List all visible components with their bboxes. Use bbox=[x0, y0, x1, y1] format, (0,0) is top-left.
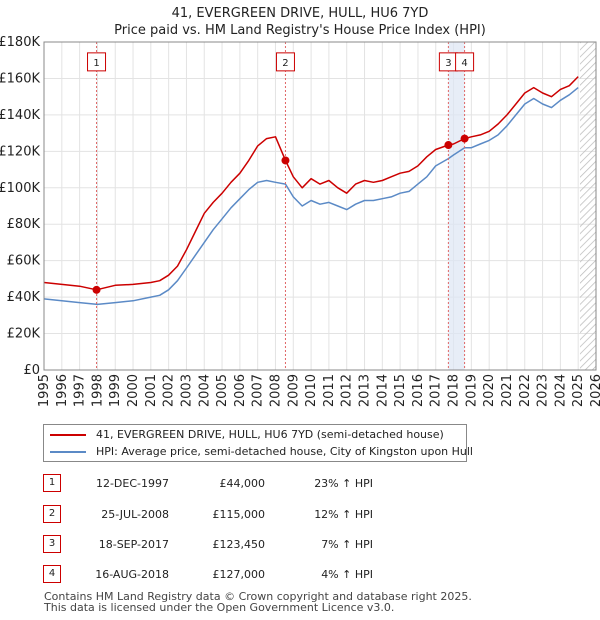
transaction-hpi: 12% ↑ HPI bbox=[314, 508, 373, 521]
y-tick-label: £80K bbox=[7, 217, 41, 232]
transaction-price: £115,000 bbox=[212, 508, 266, 521]
x-tick-label: 2012 bbox=[340, 374, 355, 407]
legend-swatch-property bbox=[50, 434, 86, 436]
y-tick-label: £180K bbox=[0, 35, 40, 50]
x-tick-label: 2013 bbox=[358, 374, 373, 407]
sale-marker-badge bbox=[87, 52, 107, 72]
sale-marker-label: 4 bbox=[461, 58, 467, 69]
x-tick-label: 2000 bbox=[126, 374, 141, 407]
transaction-badge: 4 bbox=[43, 565, 61, 583]
x-tick-label: 2006 bbox=[233, 374, 248, 407]
x-tick-label: 2007 bbox=[251, 374, 266, 407]
x-tick-label: 2003 bbox=[179, 374, 194, 407]
forecast-hatch-region bbox=[579, 42, 596, 370]
x-tick-label: 2015 bbox=[393, 374, 408, 407]
plot-area bbox=[44, 42, 596, 370]
legend-swatch-hpi bbox=[50, 451, 86, 453]
property-price-line bbox=[43, 76, 579, 291]
transaction-date: 16-AUG-2018 bbox=[95, 568, 169, 581]
x-tick-label: 2018 bbox=[447, 374, 462, 407]
price-chart: 41, EVERGREEN DRIVE, HULL, HU6 7YD Price… bbox=[0, 6, 600, 407]
x-tick-label: 2008 bbox=[268, 374, 283, 407]
footer-copyright: Contains HM Land Registry data © Crown c… bbox=[44, 590, 472, 603]
x-tick-label: 2021 bbox=[500, 374, 515, 407]
series-layer bbox=[43, 76, 579, 306]
x-tick-label: 2016 bbox=[411, 374, 426, 407]
x-tick-label: 2001 bbox=[144, 374, 159, 407]
hpi-line bbox=[43, 87, 579, 306]
sale-marker-badge bbox=[275, 52, 295, 72]
y-tick-label: £160K bbox=[0, 71, 40, 86]
shade-layer bbox=[448, 42, 596, 370]
x-tick-label: 2014 bbox=[375, 374, 390, 407]
footer-licence: This data is licensed under the Open Gov… bbox=[44, 601, 395, 614]
sale-marker-label: 3 bbox=[445, 58, 451, 69]
sale-period-shade bbox=[448, 42, 465, 370]
sale-marker-label: 1 bbox=[93, 58, 99, 69]
legend: 41, EVERGREEN DRIVE, HULL, HU6 7YD (semi… bbox=[43, 424, 473, 462]
sale-marker-dot bbox=[444, 141, 453, 150]
transaction-price: £127,000 bbox=[212, 568, 266, 581]
transaction-price: £123,450 bbox=[212, 538, 266, 551]
x-tick-label: 2022 bbox=[518, 374, 533, 407]
x-tick-label: 2017 bbox=[429, 374, 444, 407]
x-tick-label: 2011 bbox=[322, 374, 337, 407]
transaction-hpi: 4% ↑ HPI bbox=[321, 568, 373, 581]
y-tick-label: £20K bbox=[7, 327, 41, 342]
sale-marker-dot bbox=[281, 156, 290, 165]
sale-marker-dot bbox=[92, 285, 101, 294]
x-tick-label: 1998 bbox=[90, 374, 105, 407]
tick-layer: £0 £20K £40K £60K £80K £100K £120K £140K £160K £1… bbox=[0, 35, 600, 407]
x-tick-label: 1996 bbox=[55, 374, 70, 407]
grid-layer bbox=[43, 41, 597, 371]
y-tick-label: £120K bbox=[0, 144, 40, 159]
plot-frame bbox=[43, 41, 597, 371]
x-tick-label: 2004 bbox=[197, 374, 212, 407]
transaction-date: 12-DEC-1997 bbox=[95, 477, 169, 490]
x-tick-label: 2023 bbox=[536, 374, 551, 407]
x-tick-label: 2005 bbox=[215, 374, 230, 407]
x-tick-label: 2020 bbox=[482, 374, 497, 407]
x-tick-label: 2026 bbox=[589, 374, 600, 407]
y-tick-label: £100K bbox=[0, 181, 40, 196]
y-tick-label: £60K bbox=[7, 254, 41, 269]
transaction-badge: 3 bbox=[43, 535, 61, 553]
legend-label-property: 41, EVERGREEN DRIVE, HULL, HU6 7YD (semi… bbox=[96, 428, 444, 441]
transaction-hpi: 23% ↑ HPI bbox=[314, 477, 373, 490]
chart-subtitle: Price paid vs. HM Land Registry's House … bbox=[114, 23, 486, 38]
x-tick-label: 2025 bbox=[571, 374, 586, 407]
y-tick-label: £140K bbox=[0, 108, 40, 123]
y-tick-label: £0 bbox=[23, 363, 40, 378]
y-tick-label: £40K bbox=[7, 290, 41, 305]
transaction-date: 18-SEP-2017 bbox=[98, 538, 169, 551]
sale-marker-dot bbox=[460, 134, 469, 143]
x-tick-label: 2009 bbox=[286, 374, 301, 407]
transaction-badge: 2 bbox=[43, 505, 61, 523]
x-tick-label: 1995 bbox=[37, 374, 52, 407]
x-tick-label: 2002 bbox=[162, 374, 177, 407]
transaction-hpi: 7% ↑ HPI bbox=[321, 538, 373, 551]
x-tick-label: 1999 bbox=[108, 374, 123, 407]
transaction-badge: 1 bbox=[43, 474, 61, 492]
x-tick-label: 2010 bbox=[304, 374, 319, 407]
transaction-date: 25-JUL-2008 bbox=[101, 508, 169, 521]
x-tick-label: 2019 bbox=[464, 374, 479, 407]
legend-label-hpi: HPI: Average price, semi-detached house,… bbox=[96, 445, 473, 458]
transaction-price: £44,000 bbox=[219, 477, 266, 490]
sale-marker-label: 2 bbox=[282, 58, 288, 69]
x-tick-label: 1997 bbox=[73, 374, 88, 407]
chart-title: 41, EVERGREEN DRIVE, HULL, HU6 7YD bbox=[172, 6, 429, 21]
sale-marker-badge bbox=[455, 52, 475, 72]
x-tick-label: 2024 bbox=[553, 374, 568, 407]
